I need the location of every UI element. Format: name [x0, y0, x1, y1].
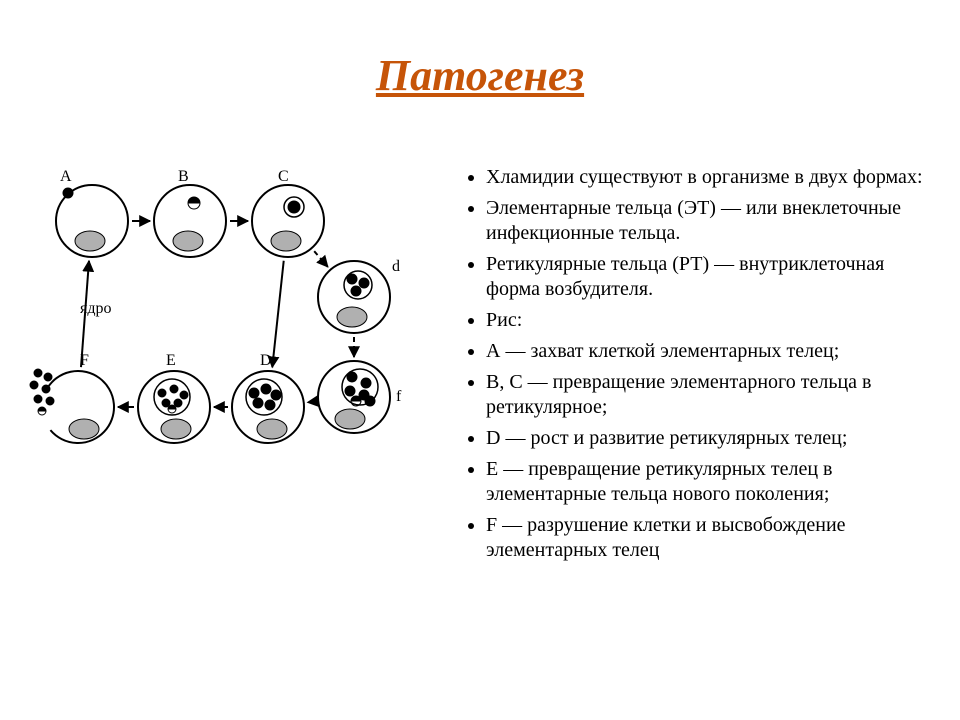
nucleus-label: ядро [80, 300, 112, 317]
cell-label: f [396, 388, 402, 405]
page-title: Патогенез [0, 50, 960, 101]
cell-label: B [178, 168, 189, 185]
bullet-item: Рис: [486, 308, 930, 333]
bullet-item: Ретикулярные тельца (РТ) — внутриклеточн… [486, 252, 930, 302]
arrow [272, 261, 283, 367]
cell-D: D [232, 352, 304, 443]
title-text: Патогенез [376, 51, 584, 100]
cell-label: A [60, 168, 72, 185]
cell-label: C [278, 168, 289, 185]
cell-B: B [154, 168, 226, 257]
bullet-item: Хламидии существуют в организме в двух ф… [486, 165, 930, 190]
bullet-item: Е — превращение ретикулярных телец в эле… [486, 457, 930, 507]
cell-f: f [318, 361, 402, 433]
bullet-item: В, С — превращение элементарного тельца … [486, 370, 930, 420]
slide: Патогенез A B Cd f D E Fядро Хламидии существу… [0, 0, 960, 720]
arrow [314, 251, 328, 267]
cell-F: F [30, 352, 114, 443]
bullet-item: D — рост и развитие ретикулярных телец; [486, 426, 930, 451]
bullet-list: Хламидии существуют в организме в двух ф… [460, 165, 930, 569]
arrow [308, 402, 315, 403]
bullet-item: А — захват клеткой элементарных телец; [486, 339, 930, 364]
cell-E: E [138, 352, 210, 443]
cell-d: d [318, 258, 400, 333]
bullet-ul: Хламидии существуют в организме в двух ф… [460, 165, 930, 563]
cell-label: D [260, 352, 272, 369]
diagram-svg: A B Cd f D E Fядро [20, 165, 420, 485]
cycle-diagram: A B Cd f D E Fядро [20, 165, 420, 485]
cell-label: d [392, 258, 400, 275]
bullet-item: Элементарные тельца (ЭТ) — или внеклеточ… [486, 196, 930, 246]
cell-label: F [80, 352, 89, 369]
cell-label: E [166, 352, 176, 369]
cell-C: C [252, 168, 324, 257]
cell-A: A [56, 168, 128, 257]
bullet-item: F — разрушение клетки и высвобождение эл… [486, 513, 930, 563]
